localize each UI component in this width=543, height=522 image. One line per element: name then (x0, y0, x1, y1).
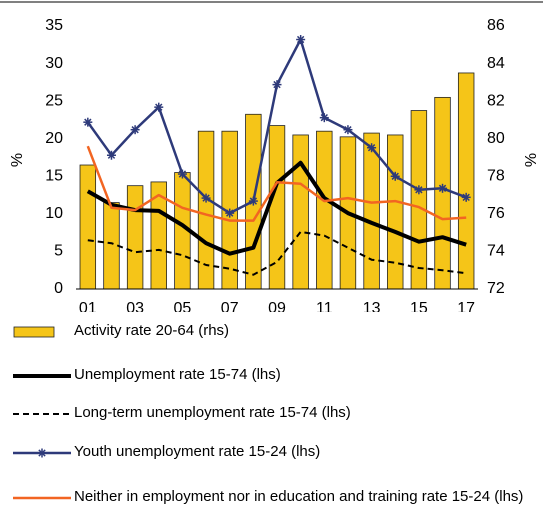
bar (457, 72, 475, 290)
y2-tick-label: 76 (487, 205, 505, 222)
marker (390, 171, 400, 181)
legend-item: Unemployment rate 15-74 (lhs) (13, 366, 538, 384)
y-tick-label: 5 (54, 243, 63, 260)
legend-label: Neither in employment nor in education a… (74, 488, 524, 505)
legend-item: Long-term unemployment rate 15-74 (lhs) (13, 404, 538, 422)
marker (225, 208, 235, 218)
y2-tick-label: 84 (487, 55, 505, 72)
marker (367, 143, 377, 153)
legend-label: Unemployment rate 15-74 (lhs) (74, 366, 281, 383)
legend-marker (38, 449, 46, 457)
bar (410, 110, 428, 290)
y-tick-label: 30 (45, 55, 63, 72)
marker-stroke (438, 184, 447, 192)
y2-tick-label: 80 (487, 130, 505, 147)
marker-stroke (249, 197, 258, 205)
y2-tick-label: 86 (487, 17, 505, 34)
legend-item: Neither in employment nor in education a… (13, 488, 538, 506)
marker-stroke (84, 118, 92, 126)
marker (130, 125, 140, 135)
y2-tick-label: 82 (487, 92, 505, 109)
bar (387, 134, 404, 290)
marker-stroke (320, 113, 328, 122)
legend-label: Long-term unemployment rate 15-74 (lhs) (74, 404, 351, 421)
marker (106, 150, 116, 160)
marker (83, 117, 93, 127)
legend-swatch-bar (13, 326, 55, 338)
legend-swatch (13, 326, 55, 338)
marker-stroke (273, 80, 281, 89)
y-tick-label: 20 (45, 130, 63, 147)
marker (177, 169, 187, 179)
bar (103, 202, 120, 290)
marker (248, 196, 258, 206)
marker-stroke (344, 126, 352, 134)
marker-stroke (367, 144, 376, 152)
marker-stroke (107, 151, 116, 159)
legend-swatch (13, 413, 71, 415)
bar (79, 164, 97, 290)
marker-stroke (202, 194, 210, 202)
y-tick-label: 35 (45, 17, 63, 34)
legend-item: Youth unemployment rate 15-24 (lhs) (13, 443, 538, 461)
bar (434, 96, 451, 290)
legend-swatch (13, 496, 71, 500)
marker-stroke (296, 35, 305, 44)
y-tick-label: 0 (54, 280, 63, 297)
bar (126, 185, 144, 290)
marker (414, 185, 424, 195)
x-tick-label: 01 (79, 300, 97, 312)
marker (343, 125, 353, 135)
bar (363, 132, 380, 290)
x-tick-label: 13 (363, 300, 381, 312)
line (86, 145, 467, 222)
marker (296, 35, 306, 45)
marker-stroke (178, 170, 187, 178)
legend-label: Activity rate 20-64 (rhs) (74, 322, 230, 339)
y-tick-label: 15 (45, 168, 63, 185)
marker (319, 113, 329, 123)
y2-axis-label: % (523, 153, 540, 167)
marker-stroke (131, 126, 139, 134)
y-tick-label: 10 (45, 205, 63, 222)
y-tick-label: 25 (45, 92, 63, 109)
marker-stroke (226, 209, 234, 217)
marker-stroke (462, 193, 470, 202)
y-axis-label: % (9, 153, 26, 167)
x-tick-label: 15 (410, 300, 428, 312)
y2-tick-label: 72 (487, 280, 505, 297)
marker-stroke (415, 186, 423, 194)
bar (316, 130, 333, 290)
legend-swatch (13, 374, 71, 378)
x-tick-label: 17 (457, 300, 475, 312)
bar (292, 134, 309, 290)
x-tick-label: 07 (221, 300, 239, 312)
line (87, 230, 467, 276)
y2-tick-label: 78 (487, 168, 505, 185)
marker (201, 193, 211, 203)
marker (154, 102, 164, 112)
marker (438, 183, 448, 193)
legend-item: Activity rate 20-64 (rhs) (13, 322, 538, 340)
x-tick-label: 11 (316, 300, 333, 312)
x-tick-label: 09 (268, 300, 286, 312)
marker (272, 80, 282, 90)
marker-stroke (155, 103, 163, 111)
legend-swatch (13, 448, 71, 458)
x-tick-label: 03 (126, 300, 144, 312)
marker-stroke (391, 172, 399, 180)
legend-label: Youth unemployment rate 15-24 (lhs) (74, 443, 321, 460)
marker (461, 192, 471, 202)
y2-tick-label: 74 (487, 243, 505, 260)
x-tick-label: 05 (174, 300, 192, 312)
